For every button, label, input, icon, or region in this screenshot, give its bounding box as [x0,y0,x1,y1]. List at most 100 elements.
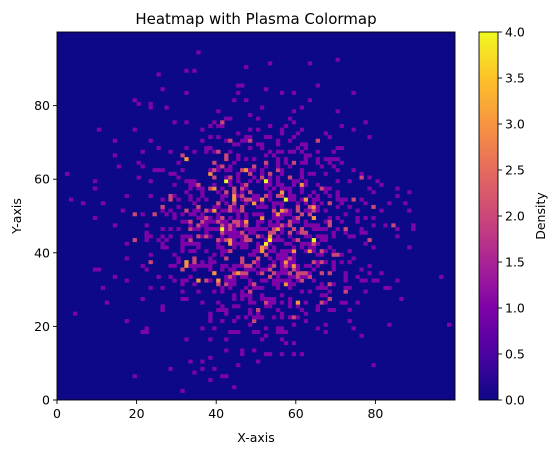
heatmap-cell [252,201,257,206]
heatmap-cell [307,153,313,158]
heatmap-cell [240,208,245,213]
heatmap-cell [287,149,293,154]
heatmap-cell [240,204,245,209]
heatmap-cell [371,204,376,209]
heatmap-cell [252,212,257,217]
heatmap-cell [200,216,205,220]
heatmap-cell [275,219,281,224]
heatmap-cell [228,116,233,121]
heatmap-cell [208,135,213,140]
heatmap-cell [395,193,400,198]
heatmap-cell [267,135,273,140]
heatmap-cell [287,260,293,265]
heatmap-cell [291,193,297,198]
heatmap-cell [156,72,161,77]
heatmap-cell [323,157,328,162]
heatmap-cell [196,278,201,283]
heatmap-cell [240,271,245,276]
heatmap-cell [124,193,129,198]
heatmap-cell [168,149,173,154]
heatmap-cell [331,234,336,239]
heatmap-cell [252,197,257,202]
heatmap-cell [259,296,265,301]
heatmap-cell [291,160,297,165]
heatmap-cell [224,374,229,379]
heatmap-cell [279,227,285,232]
heatmap-cell [240,260,245,265]
heatmap-cell [303,234,309,239]
heatmap-cell [188,227,193,232]
heatmap-cell [208,219,213,224]
heatmap-cell [100,201,106,206]
heatmap-cell [168,234,173,239]
heatmap-cell [244,212,249,217]
heatmap-cell [100,285,106,290]
heatmap-cell [256,271,261,276]
heatmap-cell [224,190,229,195]
heatmap-cell [315,138,320,143]
heatmap-cell [279,263,285,268]
heatmap-cell [204,234,209,239]
heatmap-cell [248,296,253,301]
heatmap-cell [188,249,193,254]
heatmap-cell [279,216,285,220]
heatmap-cell [343,230,348,235]
heatmap-cell [216,135,221,140]
heatmap-cell [172,193,177,198]
heatmap-cell [256,212,261,217]
heatmap-cell [244,219,249,224]
heatmap-cell [315,304,320,309]
heatmap-cell [411,227,416,232]
heatmap-cell [216,245,221,250]
heatmap-cell [331,249,336,254]
heatmap-cell [295,263,301,268]
heatmap-cell [347,204,352,209]
heatmap-cell [299,142,305,147]
heatmap-cell [232,278,237,283]
heatmap-cell [411,223,416,228]
heatmap-cell [259,234,265,239]
heatmap-cell [192,263,197,268]
heatmap-cell [387,201,392,206]
heatmap-cell [339,252,344,257]
heatmap-cell [236,171,241,176]
heatmap-cell [188,179,193,184]
x-axis-label: X-axis [237,430,275,445]
heatmap-cell [228,230,233,235]
heatmap-cell [347,260,352,265]
heatmap-cell [232,274,237,279]
heatmap-cell [287,190,293,195]
heatmap-cell [224,311,229,316]
heatmap-cell [220,374,225,379]
heatmap-cell [279,190,285,195]
heatmap-cell [180,296,185,301]
heatmap-cell [192,179,197,184]
heatmap-cell [140,164,145,169]
heatmap-cell [184,120,189,125]
heatmap-cell [259,227,265,232]
heatmap-cell [240,186,245,191]
heatmap-cell [216,149,221,154]
heatmap-cell [104,300,110,305]
heatmap-cell [176,256,181,261]
heatmap-cell [232,330,237,335]
heatmap-cell [240,274,245,279]
heatmap-cell [256,234,261,239]
colorbar-tick-label: 4.0 [505,25,525,40]
heatmap-cell [160,208,165,213]
heatmap-cell [291,179,297,184]
heatmap-cell [172,216,177,220]
heatmap-cell [295,315,301,320]
heatmap-cell [347,285,352,290]
heatmap-cell [299,105,305,110]
heatmap-cell [188,241,193,246]
heatmap-cell [319,227,324,232]
heatmap-cell [295,230,301,235]
heatmap-cell [220,267,225,272]
heatmap-cell [395,227,400,232]
heatmap-cell [263,182,269,187]
heatmap-cell [240,219,245,224]
heatmap-cell [267,197,273,202]
heatmap-cell [256,256,261,261]
heatmap-cell [303,182,309,187]
